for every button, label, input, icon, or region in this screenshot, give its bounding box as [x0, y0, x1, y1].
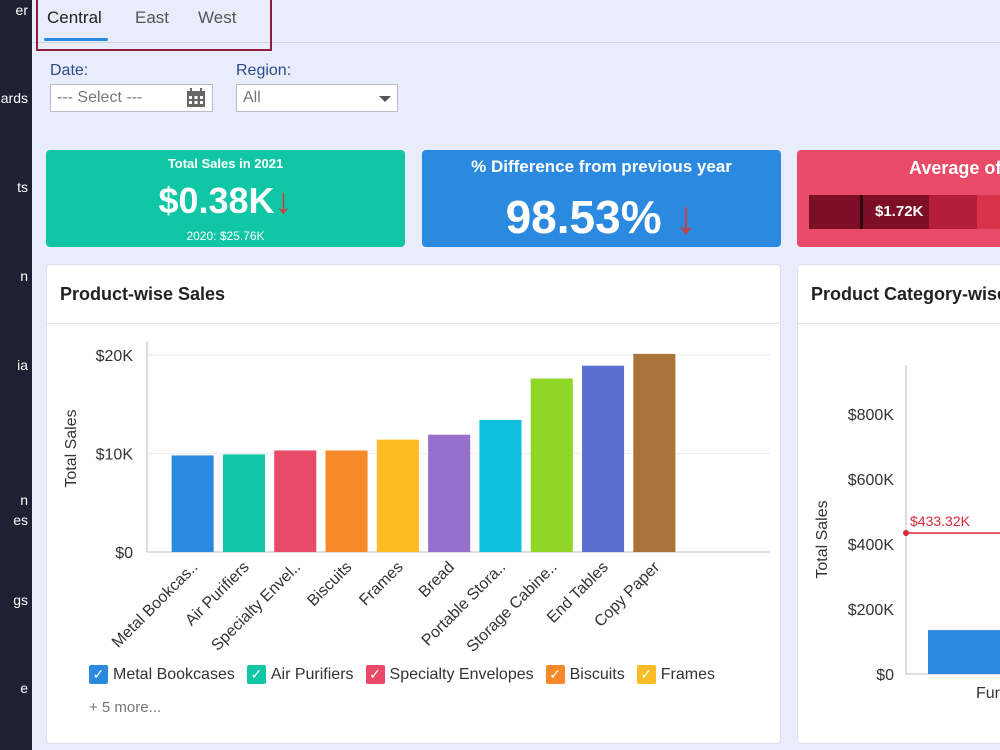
legend-item[interactable]: ✓ Frames [636, 665, 715, 684]
bar [376, 439, 419, 552]
region-selected-value: All [243, 89, 261, 106]
calendar-icon[interactable] [186, 88, 206, 113]
legend-label: Biscuits [569, 665, 625, 683]
y-tick-label: $800K [848, 407, 895, 424]
y-tick-label: $400K [848, 537, 895, 554]
bar [428, 434, 471, 552]
kpi-title: Total Sales in 2021 [167, 156, 284, 171]
x-tick-label: Biscuits [304, 559, 355, 610]
legend-item[interactable]: ✓ Air Purifiers [246, 665, 354, 684]
bar [582, 365, 625, 552]
active-tab-indicator [44, 38, 108, 41]
checkbox-icon[interactable]: ✓ [545, 665, 565, 684]
x-tick-label: Frames [356, 559, 406, 609]
sidebar-item[interactable]: ia [17, 357, 28, 373]
bullet-bar-label: $1.72K [875, 203, 924, 220]
kpi-total-sales: Total Sales in 2021 $0.38K↓ 2020: $25.76… [46, 150, 405, 247]
legend-label: Frames [660, 665, 715, 683]
product-sales-card: Product-wise Sales $0 $10K $20K Total Sales… [46, 264, 781, 744]
category-sales-card: Product Category-wise Total Sales $0 $200K… [797, 264, 1000, 744]
bar [222, 454, 265, 552]
checkbox-icon[interactable]: ✓ [365, 665, 385, 684]
bar [479, 419, 522, 552]
kpi-value-text: $0.38K [158, 180, 275, 221]
legend-item[interactable]: ✓ Biscuits [545, 665, 625, 684]
y-tick-label: $0 [115, 545, 133, 562]
x-tick-label: Fur [976, 685, 1000, 702]
x-tick-label: Storage Cabine.. [464, 559, 561, 655]
checkbox-icon[interactable]: ✓ [636, 665, 656, 684]
card-title: Product-wise Sales [47, 265, 780, 324]
checkbox-icon[interactable]: ✓ [246, 665, 266, 684]
legend-item[interactable]: ✓ Metal Bookcases [89, 665, 235, 684]
sidebar-item[interactable]: gs [13, 592, 28, 608]
chart-legend: ✓ Metal Bookcases ✓ Air Purifiers ✓ Specialty… [89, 665, 715, 684]
kpi-previous-year: 2020: $25.76K [186, 229, 265, 243]
legend-more-link[interactable]: + 5 more... [89, 699, 162, 716]
bar [928, 630, 1000, 674]
x-tick-label: Specialty Envel.. [208, 559, 304, 655]
reference-line-label: $433.32K [910, 513, 971, 529]
kpi-title: Average of [909, 158, 1000, 178]
sidebar-item[interactable]: n [20, 268, 28, 284]
region-select[interactable]: All [236, 84, 398, 112]
legend-label: Metal Bookcases [113, 665, 235, 683]
bar [274, 450, 317, 552]
legend-label: Air Purifiers [270, 665, 354, 683]
region-filter-label: Region: [236, 62, 292, 79]
tab-bar: Central East West [32, 0, 1000, 43]
y-tick-label: $200K [848, 602, 895, 619]
sidebar-item[interactable]: es [13, 512, 28, 528]
main-content: Central East West Date: --- Select --- R… [32, 0, 1000, 750]
bar [530, 378, 573, 552]
legend-label: Specialty Envelopes [389, 665, 534, 683]
sidebar-item[interactable]: e [20, 680, 28, 696]
kpi-percent-difference: % Difference from previous year 98.53% ↓ [422, 150, 781, 247]
bar [633, 353, 676, 552]
tab-west[interactable]: West [198, 8, 237, 27]
date-filter-label: Date: [50, 62, 89, 79]
kpi-value: $0.38K↓ [46, 180, 405, 222]
kpi-average: Average of $1.72K [797, 150, 1000, 247]
tabs-highlight-frame [36, 0, 272, 51]
bullet-bar: $1.72K [809, 195, 1000, 229]
category-sales-chart: Total Sales $0 $200K $400K $600K $800K Fur $433… [814, 365, 1000, 702]
sidebar-item[interactable]: ards [0, 90, 28, 106]
y-tick-label: $10K [96, 446, 134, 463]
x-tick-label: Metal Bookcas.. [109, 559, 202, 652]
bullet-bar-range-low [809, 195, 929, 229]
kpi-title: % Difference from previous year [471, 157, 732, 176]
down-arrow-icon: ↓ [674, 191, 698, 243]
sidebar-item[interactable]: n [20, 492, 28, 508]
kpi-value-text: 98.53% [505, 191, 662, 243]
y-tick-label: $20K [96, 348, 134, 365]
bar [325, 450, 368, 552]
reference-line-marker [903, 530, 909, 537]
sidebar-item[interactable]: ts [17, 179, 28, 195]
y-tick-label: $600K [848, 472, 895, 489]
down-arrow-icon: ↓ [274, 180, 293, 221]
y-axis-title: Total Sales [814, 500, 831, 578]
chevron-down-icon [379, 96, 391, 102]
bullet-bar-range-mid [929, 195, 977, 229]
bar [171, 455, 214, 552]
date-picker-input[interactable]: --- Select --- [50, 84, 213, 112]
tab-central[interactable]: Central [47, 8, 102, 27]
checkbox-icon[interactable]: ✓ [89, 665, 108, 684]
legend-item[interactable]: ✓ Specialty Envelopes [365, 665, 534, 684]
y-tick-label: $0 [876, 667, 894, 684]
sidebar-item[interactable]: er [15, 2, 28, 18]
y-axis-title: Total Sales [63, 409, 80, 487]
date-placeholder: --- Select --- [57, 89, 143, 106]
bullet-bar-marker [860, 195, 863, 229]
x-tick-label: Bread [416, 559, 458, 601]
sidebar: er ards ts n ia n es gs e [0, 0, 32, 750]
kpi-value: 98.53% ↓ [422, 190, 781, 244]
tab-east[interactable]: East [135, 8, 170, 27]
card-title: Product Category-wise [798, 265, 1000, 324]
